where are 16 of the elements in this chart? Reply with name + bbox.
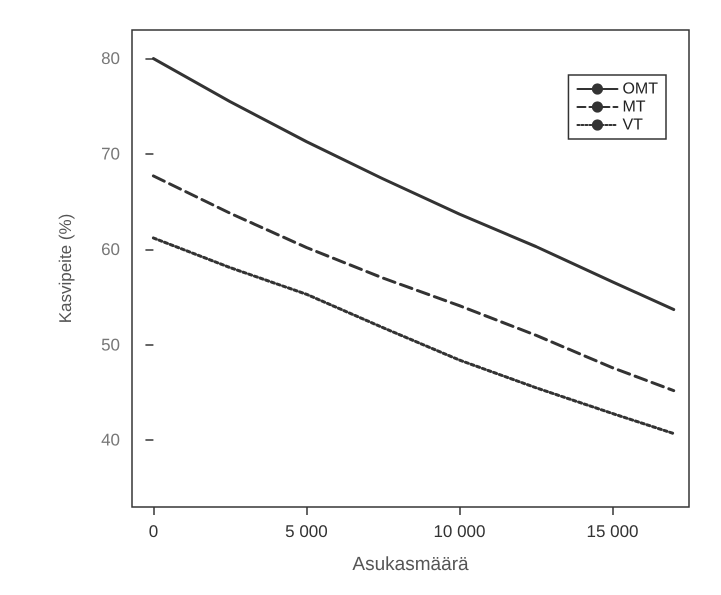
line-series xyxy=(152,236,676,436)
line-series xyxy=(152,174,676,392)
legend-label: OMT xyxy=(622,80,658,98)
x-tick-label: 10 000 xyxy=(433,522,486,541)
y-tick-label: 60 xyxy=(101,240,120,259)
x-tick-label: 15 000 xyxy=(586,522,638,541)
y-tick-label: 50 xyxy=(101,335,120,354)
legend-label: VT xyxy=(622,116,644,134)
legend-label: MT xyxy=(622,98,646,116)
x-tick-label: 5 000 xyxy=(285,522,328,541)
x-axis-title: Asukasmäärä xyxy=(352,554,470,575)
y-tick-label: 40 xyxy=(101,430,120,450)
y-axis-title: Kasvipeite (%) xyxy=(56,214,75,324)
y-tick-label: 70 xyxy=(101,144,120,164)
y-tick-label: 80 xyxy=(101,49,120,68)
x-tick-label: 0 xyxy=(148,522,158,541)
